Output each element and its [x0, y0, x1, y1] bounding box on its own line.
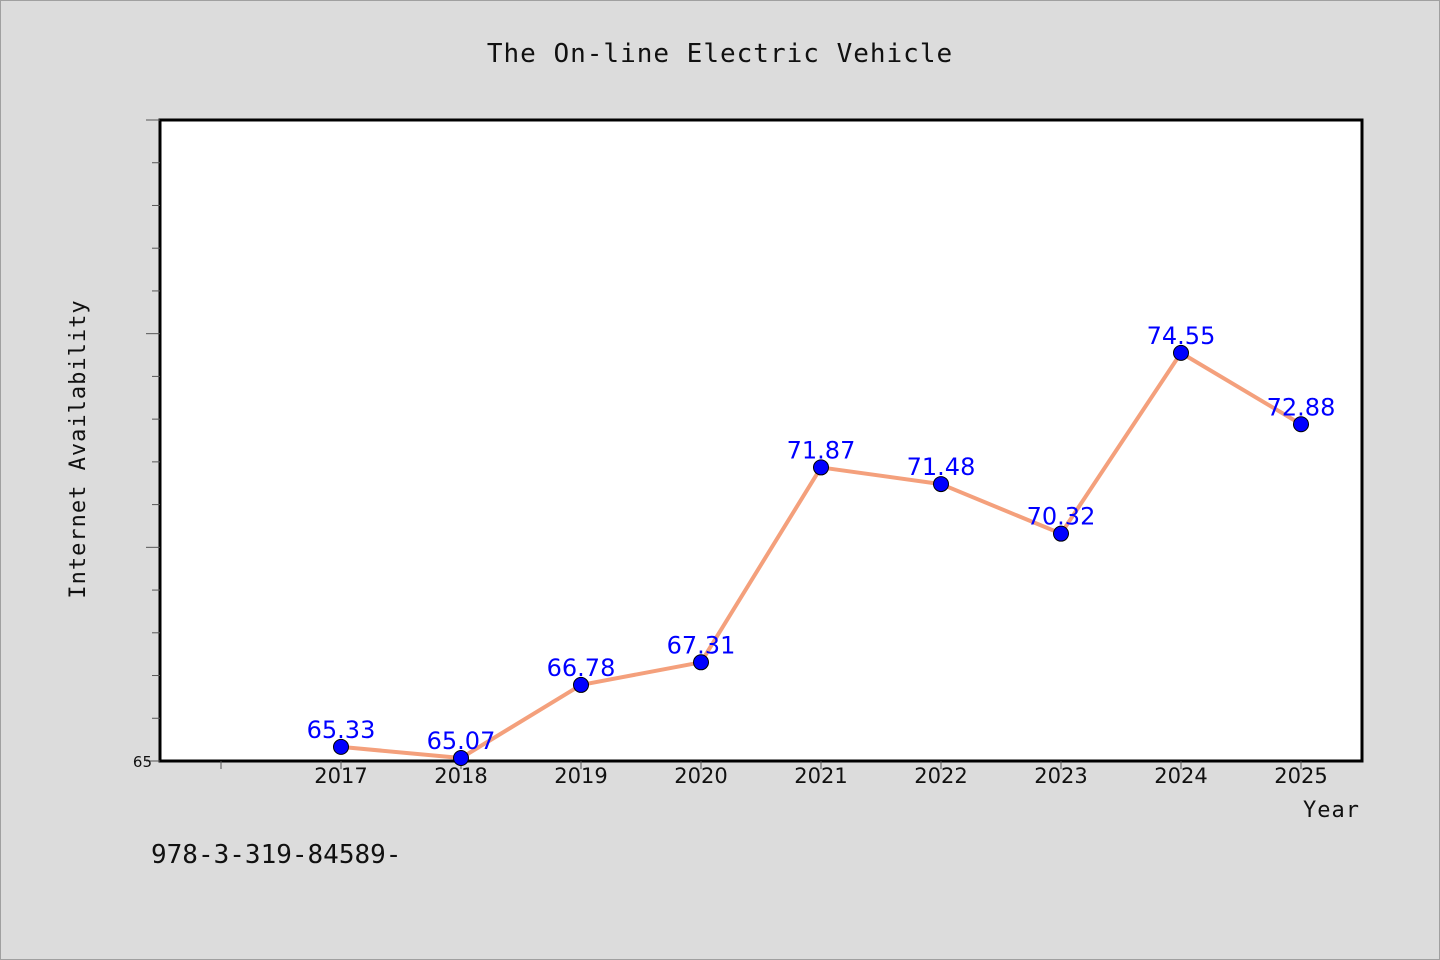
data-point	[573, 676, 589, 693]
data-label: 74.55	[1147, 322, 1216, 350]
data-point	[1053, 525, 1069, 542]
x-tick-label: 2020	[674, 764, 727, 788]
x-tick-label: 2024	[1154, 764, 1207, 788]
data-label: 65.07	[427, 727, 496, 755]
x-tick-label: 2021	[794, 764, 847, 788]
plot-area	[158, 118, 1364, 763]
x-tick-label: 2018	[434, 764, 487, 788]
y-tick-label: 65	[133, 753, 152, 771]
x-tick-label: 2022	[914, 764, 967, 788]
y-axis: 65	[133, 119, 160, 771]
data-point	[1173, 344, 1189, 361]
data-label: 66.78	[547, 654, 616, 682]
data-point	[933, 476, 949, 493]
data-point	[1293, 416, 1309, 433]
data-label: 65.33	[307, 716, 376, 744]
series-line-group	[333, 344, 1309, 767]
isbn-text: 978-3-319-84589-	[151, 840, 401, 870]
data-labels: 65.33 65.07 66.78 67.31 71.87 71.48 70.32 74.55…	[307, 322, 1336, 755]
x-axis-label: Year	[1303, 798, 1360, 823]
data-point	[453, 750, 469, 767]
data-label: 72.88	[1267, 393, 1336, 421]
x-axis: 2017 2018 2019 2020 2021 2022 2023 2024 2025	[220, 761, 1328, 788]
data-point	[813, 459, 829, 476]
x-tick-label: 2025	[1274, 764, 1327, 788]
data-label: 67.31	[667, 631, 736, 659]
data-label: 71.48	[907, 453, 976, 481]
data-point	[333, 738, 349, 755]
data-label: 70.32	[1027, 503, 1096, 531]
y-axis-label: Internet Availability	[66, 299, 91, 598]
x-tick-label: 2017	[314, 764, 367, 788]
x-tick-label: 2019	[554, 764, 607, 788]
data-label: 71.87	[787, 436, 856, 464]
data-point	[693, 654, 709, 671]
chart-title: The On-line Electric Vehicle	[487, 39, 953, 69]
x-tick-label: 2023	[1034, 764, 1087, 788]
